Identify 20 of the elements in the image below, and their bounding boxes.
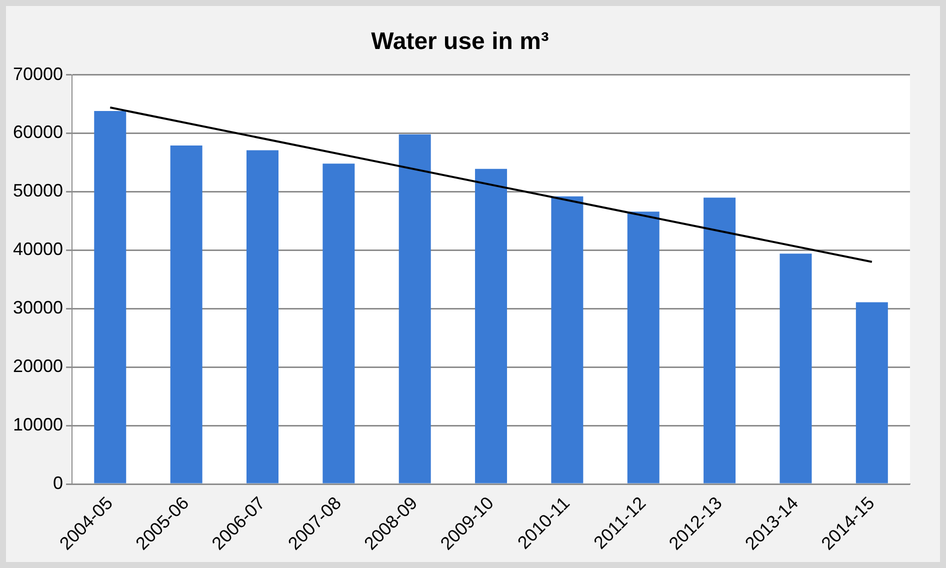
y-tick-label: 0 <box>53 472 64 493</box>
y-tick-label: 40000 <box>12 239 64 260</box>
y-tick-label: 30000 <box>12 298 64 318</box>
bar <box>780 254 812 484</box>
bar <box>398 134 431 484</box>
bar <box>94 111 126 484</box>
bar <box>704 198 736 484</box>
bar <box>170 146 202 484</box>
bar <box>627 212 660 484</box>
bar <box>475 168 508 484</box>
y-tick-label: 50000 <box>12 180 64 201</box>
y-tick-label: 20000 <box>12 356 64 376</box>
y-tick-label: 70000 <box>12 64 64 84</box>
bar <box>856 302 888 484</box>
bar <box>322 164 355 484</box>
y-tick-label: 10000 <box>12 414 64 435</box>
y-tick-label: 60000 <box>12 122 64 142</box>
bar <box>551 196 584 484</box>
chart-title: Water use in m³ <box>371 28 549 56</box>
bar <box>246 150 278 484</box>
